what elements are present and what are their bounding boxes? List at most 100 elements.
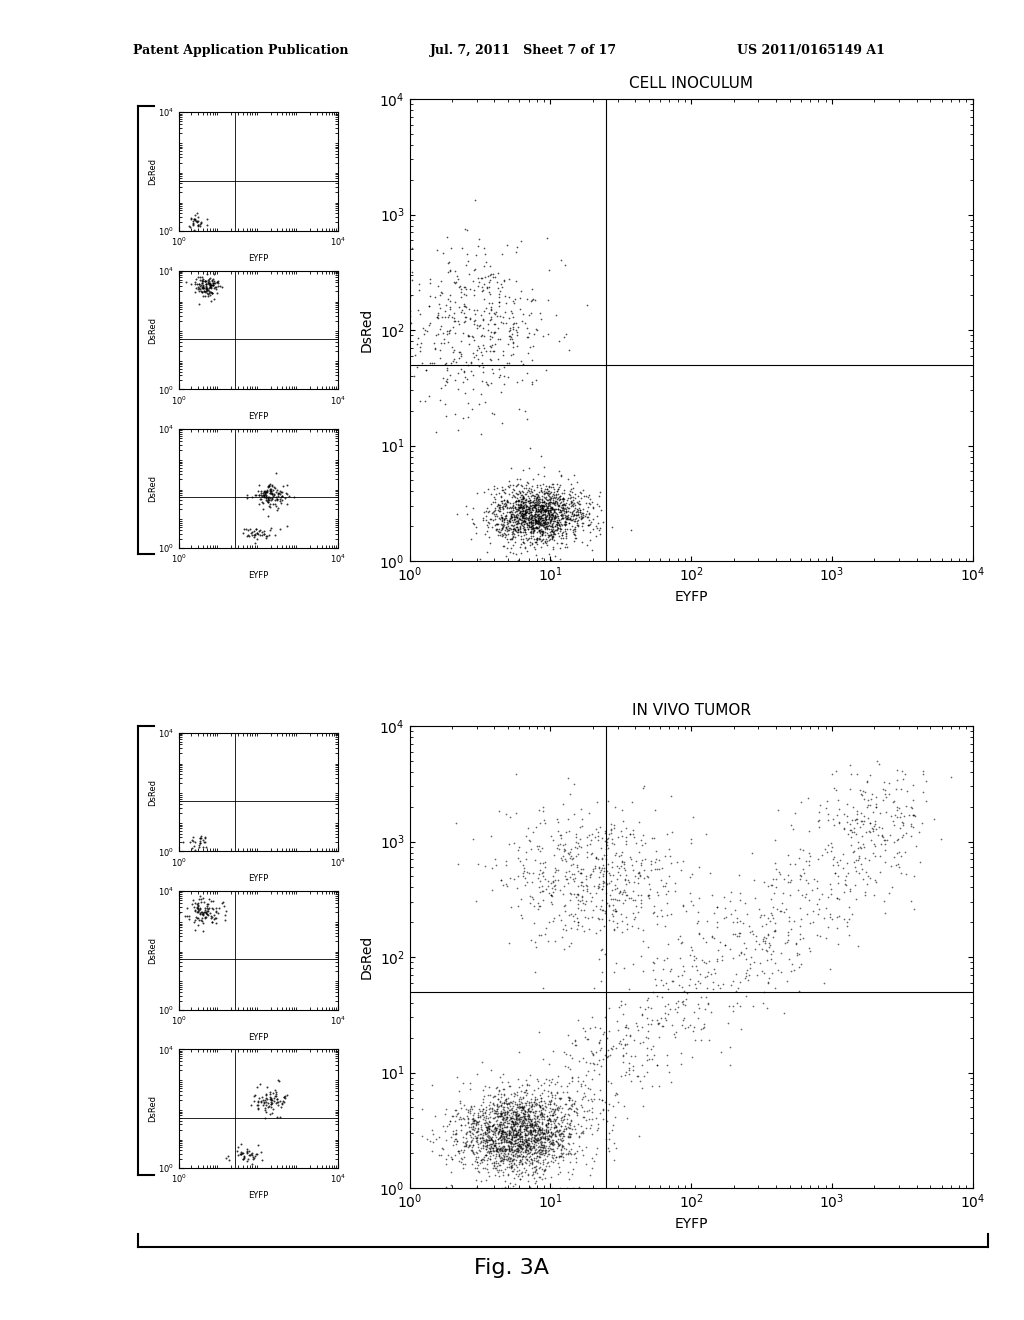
Point bbox=[478, 1129, 495, 1150]
Point bbox=[730, 925, 746, 946]
Point bbox=[519, 1098, 536, 1119]
Point bbox=[545, 504, 561, 525]
Point bbox=[570, 498, 587, 519]
Point bbox=[501, 520, 517, 541]
Point bbox=[199, 209, 215, 230]
Point bbox=[493, 1122, 509, 1143]
Point bbox=[585, 1044, 601, 1065]
Point bbox=[266, 484, 283, 506]
Point bbox=[891, 842, 907, 863]
Point bbox=[273, 1092, 290, 1113]
Point bbox=[543, 1113, 559, 1134]
Point bbox=[265, 494, 282, 515]
Point bbox=[549, 1098, 565, 1119]
Point bbox=[199, 894, 215, 915]
Point bbox=[548, 1146, 564, 1167]
Point bbox=[543, 1122, 559, 1143]
Point bbox=[260, 524, 276, 545]
Point bbox=[567, 867, 584, 888]
Point bbox=[597, 1092, 613, 1113]
Point bbox=[550, 479, 566, 500]
Point bbox=[584, 1158, 600, 1179]
Point bbox=[443, 1148, 460, 1170]
Point bbox=[530, 506, 547, 527]
Point bbox=[429, 302, 445, 323]
Point bbox=[511, 498, 527, 519]
Point bbox=[819, 791, 836, 812]
Point bbox=[467, 246, 483, 267]
Point bbox=[480, 1121, 497, 1142]
Point bbox=[504, 1160, 520, 1181]
Point bbox=[515, 1105, 531, 1126]
Point bbox=[492, 1090, 508, 1111]
Point bbox=[521, 1114, 538, 1135]
Point bbox=[793, 908, 809, 929]
Point bbox=[484, 267, 501, 288]
Point bbox=[579, 834, 595, 855]
Point bbox=[524, 517, 541, 539]
Point bbox=[534, 1137, 550, 1158]
Point bbox=[542, 491, 558, 512]
Point bbox=[752, 953, 768, 974]
Point bbox=[839, 793, 855, 814]
Point bbox=[545, 490, 561, 511]
Point bbox=[545, 830, 561, 851]
Point bbox=[513, 1107, 529, 1129]
Point bbox=[529, 1094, 546, 1115]
Point bbox=[507, 520, 523, 541]
Point bbox=[504, 502, 520, 523]
Point bbox=[639, 866, 655, 887]
Point bbox=[511, 480, 527, 502]
Point bbox=[264, 475, 281, 496]
Point bbox=[544, 507, 560, 528]
Point bbox=[546, 492, 562, 513]
Point bbox=[520, 519, 537, 540]
Point bbox=[554, 1122, 570, 1143]
Point bbox=[532, 1143, 549, 1164]
Point bbox=[534, 1104, 550, 1125]
Point bbox=[532, 1118, 549, 1139]
Point bbox=[466, 313, 482, 334]
Point bbox=[452, 276, 468, 297]
Point bbox=[515, 1142, 531, 1163]
Point bbox=[541, 477, 557, 498]
Point bbox=[601, 1093, 617, 1114]
Point bbox=[486, 508, 503, 529]
Point bbox=[556, 841, 572, 862]
Point bbox=[545, 525, 561, 546]
Point bbox=[534, 491, 550, 512]
Point bbox=[501, 1127, 517, 1148]
Point bbox=[601, 822, 617, 843]
Point bbox=[462, 1100, 478, 1121]
Point bbox=[519, 408, 536, 429]
Point bbox=[498, 1148, 514, 1170]
Point bbox=[494, 1119, 510, 1140]
Point bbox=[442, 364, 459, 385]
Point bbox=[727, 899, 743, 920]
Point bbox=[531, 1117, 548, 1138]
Point bbox=[547, 507, 563, 528]
Point bbox=[515, 524, 531, 545]
Point bbox=[538, 515, 554, 536]
Point bbox=[197, 902, 213, 923]
Point bbox=[522, 1138, 539, 1159]
Point bbox=[493, 1125, 509, 1146]
Point bbox=[459, 243, 475, 264]
Point bbox=[699, 994, 716, 1015]
Point bbox=[510, 1138, 526, 1159]
Point bbox=[562, 508, 579, 529]
Point bbox=[770, 960, 786, 981]
Point bbox=[527, 1119, 544, 1140]
Point bbox=[508, 803, 524, 824]
Point bbox=[507, 531, 523, 552]
Point bbox=[495, 516, 511, 537]
Point bbox=[538, 359, 554, 380]
Point bbox=[562, 502, 579, 523]
Point bbox=[599, 1110, 615, 1131]
Point bbox=[602, 884, 618, 906]
Point bbox=[615, 851, 632, 873]
Point bbox=[485, 1140, 502, 1162]
Point bbox=[463, 1130, 479, 1151]
Point bbox=[534, 1119, 550, 1140]
Point bbox=[543, 1109, 559, 1130]
